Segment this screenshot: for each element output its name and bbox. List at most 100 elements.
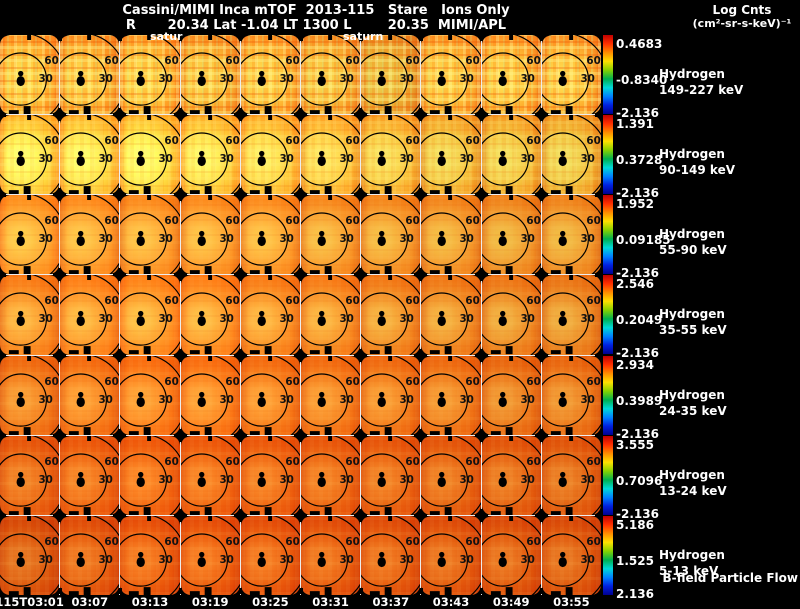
pointing-marker-icon xyxy=(16,556,25,567)
contour-ring-30 xyxy=(301,212,348,266)
time-tick-label: 03:07 xyxy=(71,595,109,609)
sky-map-cell: 30 60 xyxy=(361,35,421,115)
pointing-marker-icon xyxy=(76,76,86,87)
frame-edge-tick xyxy=(179,35,183,41)
top-tick xyxy=(27,355,32,361)
bottom-notch xyxy=(384,426,392,435)
contour-ring-30 xyxy=(120,292,168,347)
sky-map-heat-field xyxy=(240,355,300,435)
pointing-marker-icon xyxy=(377,76,387,87)
contour-label-60: 60 xyxy=(44,55,58,67)
bottom-notch xyxy=(144,506,151,515)
colorbar-max-value: 1.952 xyxy=(616,197,654,211)
pointing-marker-icon xyxy=(319,471,325,477)
contour-label-30: 30 xyxy=(159,394,173,406)
frame-edge-tick xyxy=(299,35,303,41)
grid-junction-tick xyxy=(294,268,307,282)
contour-ring-30 xyxy=(541,533,589,587)
top-tick xyxy=(508,195,513,201)
pointing-marker-icon xyxy=(257,156,266,167)
bottom-notch xyxy=(565,266,573,275)
bottom-notch xyxy=(430,110,441,115)
sky-map-cell: 30 60 xyxy=(0,115,60,195)
contour-label-60: 60 xyxy=(345,376,359,388)
contour-label-60: 60 xyxy=(526,536,540,548)
top-tick xyxy=(27,195,32,201)
contour-overlay: 30 60 xyxy=(240,435,300,515)
contour-ring-30 xyxy=(361,212,409,266)
frame-edge-tick xyxy=(299,588,303,594)
contour-label-60: 60 xyxy=(225,215,239,227)
contour-label-60: 60 xyxy=(225,456,239,468)
contour-label-60: 60 xyxy=(225,376,239,388)
colorbar-max-value: 0.4683 xyxy=(616,37,663,51)
time-tick-label: 115T03:01 xyxy=(0,595,64,609)
bottom-notch xyxy=(384,266,392,275)
contour-label-60: 60 xyxy=(586,215,600,227)
contour-label-30: 30 xyxy=(159,153,173,165)
contour-label-30: 30 xyxy=(159,233,173,245)
sky-map-heat-field xyxy=(301,515,361,595)
sky-map-heat-field xyxy=(240,435,300,515)
row-colorbar xyxy=(603,115,613,194)
pointing-marker-icon xyxy=(136,316,146,327)
sky-map-cell: 30 60 xyxy=(481,435,541,515)
bottom-notch xyxy=(144,266,151,275)
colorbar-units: (cm²-sr-s-keV)⁻¹ xyxy=(692,17,792,30)
contour-ring-30 xyxy=(301,52,348,106)
bottom-notch xyxy=(144,586,151,595)
sky-map-heat-field xyxy=(361,35,421,115)
grid-junction-tick xyxy=(354,428,368,442)
bottom-notch xyxy=(249,430,260,435)
pointing-marker-icon xyxy=(16,476,25,487)
contour-label-30: 30 xyxy=(159,554,173,566)
pointing-marker-icon xyxy=(198,471,204,477)
band-species-label: Hydrogen xyxy=(659,67,725,81)
bottom-notch xyxy=(309,350,320,355)
top-tick xyxy=(267,195,272,201)
pointing-marker-icon xyxy=(559,231,566,237)
top-tick xyxy=(147,195,152,201)
grid-junction-tick xyxy=(294,428,307,442)
contour-label-30: 30 xyxy=(400,394,414,406)
contour-ring-30 xyxy=(481,292,529,347)
pointing-marker-icon xyxy=(437,236,447,247)
bottom-notch xyxy=(490,590,501,595)
sky-map-heat-field xyxy=(60,35,120,115)
sky-map-cell: 30 60 xyxy=(60,275,120,355)
pointing-marker-icon xyxy=(558,316,567,327)
pointing-marker-icon xyxy=(437,76,447,87)
bottom-notch xyxy=(550,190,561,195)
contour-label-60: 60 xyxy=(44,135,58,147)
contour-label-30: 30 xyxy=(580,474,594,486)
sky-map-heat-field xyxy=(180,355,240,435)
contour-ring-30 xyxy=(180,533,228,587)
bottom-notch xyxy=(69,510,79,515)
bottom-notch xyxy=(490,190,501,195)
bottom-notch xyxy=(144,346,151,355)
top-tick xyxy=(87,195,92,201)
top-tick xyxy=(27,515,32,521)
sky-map-heat-field xyxy=(481,435,541,515)
contour-label-60: 60 xyxy=(466,215,480,227)
band-species-label: Hydrogen xyxy=(659,388,725,402)
sky-map-heat-field xyxy=(60,435,120,515)
grid-junction-tick xyxy=(534,428,548,442)
contour-label-30: 30 xyxy=(339,73,353,85)
contour-label-60: 60 xyxy=(105,55,119,67)
contour-overlay: 30 60 xyxy=(301,355,361,435)
pointing-marker-icon xyxy=(377,476,387,487)
contour-ring-30 xyxy=(481,533,529,587)
sky-map-heat-field xyxy=(60,515,120,595)
contour-label-30: 30 xyxy=(400,554,414,566)
contour-label-30: 30 xyxy=(219,313,233,325)
bottom-notch xyxy=(83,266,91,275)
contour-label-30: 30 xyxy=(339,554,353,566)
contour-overlay: 30 60 xyxy=(180,115,240,195)
bottom-notch xyxy=(23,506,31,515)
sky-map-heat-field xyxy=(361,435,421,515)
pointing-marker-icon xyxy=(317,316,326,327)
sky-map-heat-field xyxy=(541,275,601,355)
grid-junction-tick xyxy=(354,108,368,122)
contour-label-60: 60 xyxy=(526,55,540,67)
